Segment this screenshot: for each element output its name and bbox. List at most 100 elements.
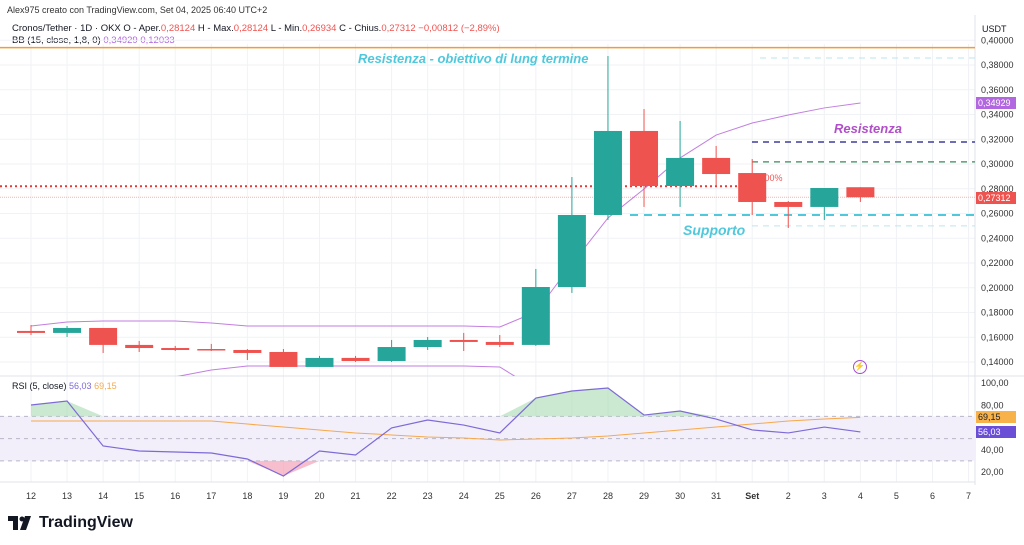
candle-body — [738, 173, 767, 202]
price-tick-label: 0,34000 — [981, 110, 1014, 120]
rsi-tick-label: 80,00 — [981, 400, 1004, 410]
candle — [521, 268, 550, 346]
price-tick-label: 0,28000 — [981, 184, 1014, 194]
time-tick-label: 31 — [711, 491, 721, 501]
candle-body — [125, 344, 154, 349]
rsi-ma-value: 69,15 — [94, 381, 117, 391]
candle — [269, 349, 298, 367]
time-tick-label: 21 — [351, 491, 361, 501]
price-tick-label: 0,38000 — [981, 60, 1014, 70]
time-tick-label: 3 — [822, 491, 827, 501]
candle-body — [377, 347, 406, 362]
candle-body — [557, 214, 586, 288]
candle-body — [89, 327, 118, 345]
annotation-support: Supporto — [683, 222, 746, 238]
time-tick-label: 17 — [206, 491, 216, 501]
open-value: 0,28124 — [160, 23, 196, 34]
candle-body — [161, 348, 190, 350]
candle — [449, 332, 478, 351]
candle — [485, 335, 514, 348]
tradingview-logo[interactable]: TradingView — [8, 514, 133, 532]
time-tick-label: 5 — [894, 491, 899, 501]
badge-rsi-ma: 69,15 — [976, 411, 1016, 423]
candle-body — [485, 341, 514, 345]
candle-body — [413, 339, 442, 348]
time-tick-label: 4 — [858, 491, 863, 501]
candle-body — [774, 201, 803, 207]
badge-rsi: 56,03 — [976, 426, 1016, 438]
lightning-icon[interactable]: ⚡ — [853, 360, 867, 374]
candle-body — [17, 330, 45, 333]
candle — [89, 327, 118, 353]
price-tick-label: 0,26000 — [981, 209, 1014, 219]
low-label: L - Min. — [270, 23, 303, 34]
candle — [738, 159, 767, 215]
candle — [125, 340, 154, 352]
time-tick-label: 23 — [423, 491, 433, 501]
price-tick-label: 0,30000 — [981, 159, 1014, 169]
price-chart[interactable]: 0,00% 0,40000 0,38000 0,36000 0,34000 0,32000… — [0, 0, 1024, 510]
time-tick-label: Set — [745, 491, 759, 501]
badge-bb-upper: 0,34929 — [976, 97, 1016, 109]
price-tick-label: 0,36000 — [981, 85, 1014, 95]
time-tick-label: 20 — [314, 491, 324, 501]
time-tick-label: 14 — [98, 491, 108, 501]
candle-body — [233, 349, 262, 353]
time-tick-label: 25 — [495, 491, 505, 501]
time-tick-label: 27 — [567, 491, 577, 501]
time-tick-label: 30 — [675, 491, 685, 501]
candle — [810, 188, 839, 220]
candle-body — [702, 157, 731, 175]
rsi-oversold-fill — [31, 460, 861, 477]
candle — [233, 349, 262, 361]
open-label: O - Aper. — [123, 23, 161, 34]
candle-body — [846, 187, 875, 198]
candle — [702, 145, 731, 187]
time-tick-label: 12 — [26, 491, 36, 501]
price-tick-label: 0,20000 — [981, 283, 1014, 293]
change-value: −0,00812 (−2,89%) — [418, 23, 500, 34]
time-tick-label: 13 — [62, 491, 72, 501]
candle — [341, 355, 370, 362]
creator-line: Alex975 creato con TradingView.com, Set … — [7, 5, 268, 15]
rsi-label: RSI (5, close) — [12, 381, 67, 391]
candle-body — [593, 130, 622, 215]
candle — [666, 120, 695, 207]
candle — [413, 337, 442, 350]
candle-body — [341, 357, 370, 362]
annotation-long-term-resistance: Resistenza - obiettivo di lung termine — [358, 51, 589, 66]
candle-body — [449, 339, 478, 342]
candle — [305, 355, 334, 367]
time-tick-label: 19 — [278, 491, 288, 501]
price-tick-label: 0,14000 — [981, 357, 1014, 367]
time-tick-label: 2 — [786, 491, 791, 501]
candle-body — [53, 327, 82, 333]
rsi-legend: RSI (5, close) 56,03 69,15 — [12, 381, 117, 391]
ohlc-legend: Cronos/Tether · 1D · OKX O - Aper.0,2812… — [12, 23, 500, 34]
rsi-tick-label: 20,00 — [981, 467, 1004, 477]
tradingview-logo-icon — [8, 516, 31, 530]
candle — [53, 325, 82, 338]
candle — [774, 201, 803, 228]
candle — [377, 339, 406, 362]
candle — [557, 176, 586, 293]
axis-currency: USDT — [982, 24, 1007, 34]
price-tick-label: 0,22000 — [981, 258, 1014, 268]
close-value: 0,27312 — [381, 23, 416, 34]
candle-body — [630, 130, 659, 187]
rsi-tick-label: 100,00 — [981, 378, 1009, 388]
time-tick-label: 15 — [134, 491, 144, 501]
time-tick-label: 18 — [242, 491, 252, 501]
candle — [630, 109, 659, 207]
close-label: C - Chius. — [339, 23, 382, 34]
time-tick-label: 22 — [387, 491, 397, 501]
rsi-value: 56,03 — [69, 381, 92, 391]
rsi-line — [30, 387, 861, 477]
time-tick-label: 29 — [639, 491, 649, 501]
low-value: 0,26934 — [302, 23, 337, 34]
high-label: H - Max. — [197, 23, 234, 34]
annotation-resistance: Resistenza — [834, 121, 902, 136]
time-tick-label: 7 — [966, 491, 971, 501]
candle — [846, 187, 875, 202]
rsi-ma-line — [31, 416, 861, 441]
